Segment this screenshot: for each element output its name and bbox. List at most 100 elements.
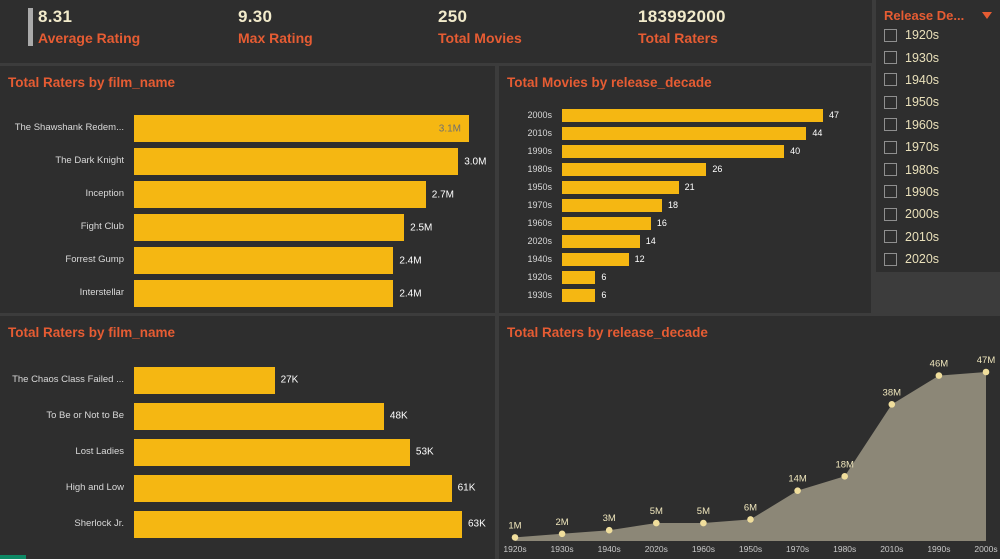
filter-option-1970s[interactable]: 1970s	[884, 136, 992, 158]
kpi-label: Average Rating	[38, 30, 141, 46]
filter-option-2000s[interactable]: 2000s	[884, 203, 992, 225]
filter-option-1940s[interactable]: 1940s	[884, 69, 992, 91]
kpi-label: Total Movies	[438, 30, 522, 46]
checkbox-icon[interactable]	[884, 252, 897, 266]
bar[interactable]	[134, 181, 426, 208]
release-decade-slicer: Release De... 1920s 1930s 1940s 1950s 1960s 1…	[876, 0, 1000, 272]
data-point[interactable]	[982, 368, 990, 376]
value-label: 48K	[389, 410, 408, 422]
bar[interactable]	[134, 115, 469, 142]
bar[interactable]	[562, 108, 823, 122]
data-point[interactable]	[700, 519, 707, 527]
bar[interactable]	[134, 402, 384, 430]
bar-track: 12	[562, 252, 823, 266]
bar[interactable]	[562, 252, 629, 266]
checkbox-icon[interactable]	[884, 230, 897, 244]
value-label: 44	[812, 128, 823, 138]
bar[interactable]	[134, 214, 405, 241]
category-label: 2000s	[527, 109, 552, 120]
value-label: 14	[645, 236, 656, 246]
value-label: 2M	[555, 517, 568, 528]
category-label: 1980s	[527, 163, 552, 174]
category-label: 2020s	[527, 235, 552, 246]
bar[interactable]	[134, 247, 394, 274]
bar[interactable]	[562, 180, 679, 194]
filter-option-1990s[interactable]: 1990s	[884, 181, 992, 203]
filter-option-2010s[interactable]: 2010s	[884, 226, 992, 248]
checkbox-icon[interactable]	[884, 51, 897, 65]
bar-row: Inception 2.7M	[8, 178, 469, 211]
bar[interactable]	[562, 288, 596, 302]
bar-track: 14	[562, 234, 823, 248]
bar-track: 21	[562, 180, 823, 194]
bar[interactable]	[562, 198, 662, 212]
filter-option-label: 2010s	[905, 229, 940, 244]
bar[interactable]	[134, 438, 410, 466]
data-point[interactable]	[605, 526, 613, 534]
checkbox-icon[interactable]	[884, 140, 897, 154]
slicer-header[interactable]: Release De...	[884, 6, 992, 24]
data-point[interactable]	[653, 519, 660, 527]
bar[interactable]	[562, 270, 596, 284]
bar-track: 27K	[134, 366, 462, 394]
bar[interactable]	[134, 366, 275, 394]
category-label: Lost Ladies	[75, 446, 124, 457]
value-label: 38M	[883, 387, 902, 398]
category-label: Inception	[85, 189, 124, 200]
filter-option-1930s[interactable]: 1930s	[884, 46, 992, 68]
bar[interactable]	[134, 510, 462, 538]
value-label: 14M	[788, 474, 807, 485]
bar-row: 2000s 47	[507, 106, 839, 124]
bar[interactable]	[562, 126, 807, 140]
filter-option-1960s[interactable]: 1960s	[884, 114, 992, 136]
checkbox-icon[interactable]	[884, 28, 897, 42]
category-label: 1960s	[527, 217, 552, 228]
bar[interactable]	[134, 280, 394, 307]
data-point[interactable]	[935, 372, 943, 379]
value-label: 6	[601, 272, 607, 282]
checkbox-icon[interactable]	[884, 118, 897, 132]
chart-title: Total Raters by release_decade	[507, 325, 708, 340]
funnel-icon	[982, 11, 992, 19]
value-label: 3M	[603, 513, 616, 524]
checkbox-icon[interactable]	[884, 95, 897, 109]
x-axis-label: 1970s	[786, 544, 809, 554]
value-label: 6	[601, 290, 607, 300]
bar[interactable]	[134, 148, 459, 175]
area-chart: 1M 1920s 2M 1930s 3M 1940s 5M 2020s 5M 1960s 6M 195…	[503, 355, 997, 554]
data-point[interactable]	[841, 472, 848, 480]
value-label: 63K	[468, 518, 486, 530]
filter-option-2020s[interactable]: 2020s	[884, 248, 992, 270]
filter-option-1920s[interactable]: 1920s	[884, 24, 992, 46]
x-axis-label: 1960s	[692, 544, 715, 554]
category-label: Forrest Gump	[65, 255, 124, 266]
bar[interactable]	[562, 162, 707, 176]
value-label: 21	[684, 182, 695, 192]
bar[interactable]	[562, 216, 651, 230]
category-label: 2010s	[527, 127, 552, 138]
chart-total-movies-by-decade: Total Movies by release_decade 2000s 47 20…	[499, 66, 871, 313]
bar-row: 1970s 18	[507, 196, 823, 214]
checkbox-icon[interactable]	[884, 207, 897, 221]
data-point[interactable]	[747, 516, 754, 523]
value-label: 26	[712, 164, 723, 174]
filter-option-1980s[interactable]: 1980s	[884, 158, 992, 180]
data-point[interactable]	[511, 534, 519, 541]
area-fill	[515, 372, 986, 541]
checkbox-icon[interactable]	[884, 73, 897, 87]
filter-option-label: 1980s	[905, 162, 940, 177]
checkbox-icon[interactable]	[884, 163, 897, 177]
bar[interactable]	[562, 144, 785, 158]
bar-row: 1940s 12	[507, 250, 823, 268]
value-label: 27K	[280, 374, 299, 386]
data-point[interactable]	[888, 401, 896, 408]
bar[interactable]	[134, 474, 452, 502]
bar-row: Interstellar 2.4M	[8, 277, 469, 310]
filter-option-1950s[interactable]: 1950s	[884, 91, 992, 113]
data-point[interactable]	[794, 487, 801, 494]
bar-row: 1980s 26	[507, 160, 823, 178]
bar[interactable]	[562, 234, 640, 248]
filter-option-label: 1970s	[905, 140, 940, 155]
checkbox-icon[interactable]	[884, 185, 897, 199]
data-point[interactable]	[558, 530, 566, 538]
